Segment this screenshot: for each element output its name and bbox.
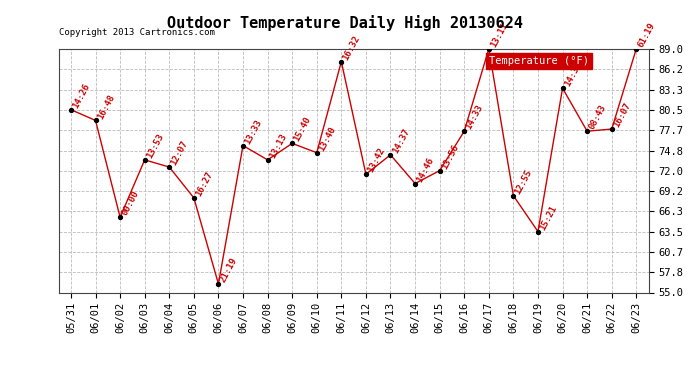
Point	[631, 46, 642, 52]
Point	[336, 58, 347, 64]
Text: 12:55: 12:55	[513, 168, 534, 196]
Point	[90, 117, 101, 123]
Point	[188, 195, 199, 201]
Text: 14:46: 14:46	[415, 156, 435, 183]
Text: 16:48: 16:48	[95, 93, 116, 120]
Text: 14:37: 14:37	[391, 127, 411, 155]
Text: 12:07: 12:07	[169, 139, 190, 167]
Text: 13:13: 13:13	[268, 132, 288, 160]
Text: 21:19: 21:19	[219, 256, 239, 284]
Text: 15:40: 15:40	[292, 116, 313, 143]
Point	[115, 214, 126, 220]
Text: 14:33: 14:33	[464, 103, 485, 131]
Text: 15:21: 15:21	[538, 204, 558, 231]
Point	[360, 171, 371, 177]
Text: 16:32: 16:32	[342, 34, 362, 62]
Text: Temperature (°F): Temperature (°F)	[489, 56, 589, 66]
Point	[286, 140, 297, 146]
Text: 14:32: 14:32	[562, 60, 583, 88]
Text: Outdoor Temperature Daily High 20130624: Outdoor Temperature Daily High 20130624	[167, 15, 523, 31]
Text: Copyright 2013 Cartronics.com: Copyright 2013 Cartronics.com	[59, 28, 215, 37]
Point	[311, 150, 322, 156]
Point	[410, 180, 421, 186]
Point	[434, 168, 445, 174]
Point	[607, 126, 618, 132]
Point	[582, 128, 593, 134]
Text: 13:53: 13:53	[145, 132, 165, 160]
Point	[459, 128, 470, 134]
Text: 13:40: 13:40	[317, 125, 337, 153]
Text: 61:19: 61:19	[636, 21, 657, 49]
Point	[139, 157, 150, 163]
Point	[66, 107, 77, 113]
Point	[533, 228, 544, 235]
Text: 00:00: 00:00	[120, 189, 141, 217]
Text: 16:27: 16:27	[194, 170, 215, 198]
Point	[237, 142, 248, 148]
Text: 16:07: 16:07	[612, 101, 632, 129]
Point	[483, 46, 494, 52]
Point	[262, 157, 273, 163]
Text: 13:11: 13:11	[489, 21, 509, 49]
Point	[557, 85, 568, 91]
Text: 13:33: 13:33	[243, 118, 264, 146]
Text: 08:43: 08:43	[587, 103, 608, 131]
Text: 14:26: 14:26	[71, 82, 92, 110]
Text: 13:56: 13:56	[440, 142, 460, 171]
Point	[508, 193, 519, 199]
Text: 13:42: 13:42	[366, 146, 386, 174]
Point	[213, 281, 224, 287]
Point	[385, 152, 396, 158]
Point	[164, 164, 175, 170]
